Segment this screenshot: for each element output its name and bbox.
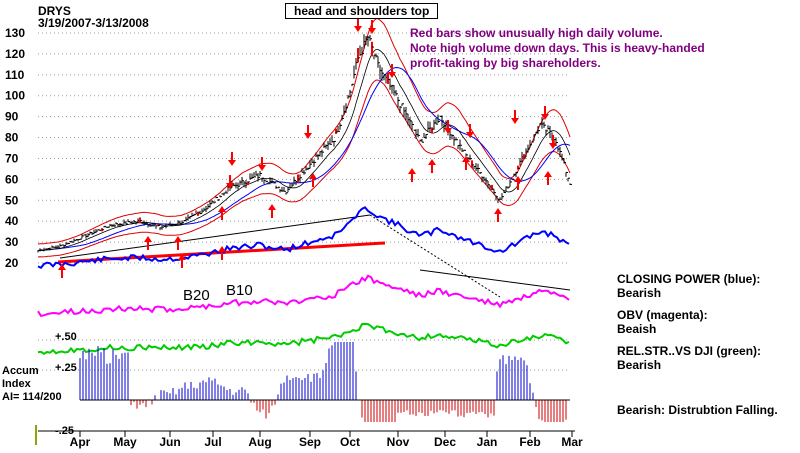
y-tick-label: 80 (5, 131, 19, 145)
y-axis-tick-labels: 130 120 110 100 90 80 70 60 50 40 30 20 (5, 26, 25, 270)
high-volume-up-arrowhead (218, 206, 226, 212)
lower-band-line (37, 79, 571, 258)
upper-band-line (37, 18, 571, 245)
volume-note-line-3: profit-taking by big shareholders. (410, 56, 601, 70)
chart-ticker: DRYS (38, 4, 71, 18)
chart-date-range: 3/19/2007-3/13/2008 (38, 16, 149, 30)
accum-ai-value: AI= 114/200 (2, 391, 62, 403)
volume-note-line-1: Red bars show unusually high daily volum… (410, 26, 663, 40)
signal-b10-label: B10 (226, 282, 253, 299)
obv-line (37, 274, 570, 318)
high-volume-up-arrowhead (462, 156, 470, 162)
high-volume-up-arrowhead (218, 246, 226, 252)
obv-title: OBV (magenta): (617, 308, 708, 322)
accum-title-line1: Accum (2, 365, 39, 377)
high-volume-down-arrowhead (444, 128, 452, 134)
price-bars (37, 34, 572, 253)
closing-power-status: Bearish (617, 286, 662, 300)
y-tick-label: 130 (5, 26, 25, 40)
x-axis: Apr May Jun Jul Aug Sep Oct Nov Dec Jan Feb Mar (35, 425, 583, 449)
accum-tick-pos25: +.25 (55, 362, 77, 374)
accum-title-line2: Index (2, 378, 31, 390)
y-tick-label: 50 (5, 193, 19, 207)
high-volume-down-arrowhead (511, 118, 519, 124)
volume-arrows (58, 18, 557, 278)
cp-resistance-line (419, 269, 571, 291)
short-average-line (37, 49, 571, 251)
rel-strength-line (37, 322, 570, 355)
high-volume-up-arrowhead (514, 176, 522, 182)
high-volume-up-arrowhead (408, 168, 416, 174)
high-volume-down-arrowhead (466, 132, 474, 138)
high-volume-up-arrowhead (494, 208, 502, 214)
signal-b20-label: B20 (183, 287, 210, 304)
high-volume-up-arrowhead (174, 236, 182, 242)
x-tick-label: Jul (204, 435, 221, 449)
high-volume-up-arrowhead (58, 264, 66, 270)
x-tick-label: Aug (248, 435, 271, 449)
x-tick-label: Jan (477, 435, 498, 449)
x-tick-label: Sep (299, 435, 321, 449)
high-volume-down-arrowhead (388, 72, 396, 78)
cp-support-line (59, 214, 371, 259)
y-tick-label: 120 (5, 47, 25, 61)
price-bands (37, 18, 571, 258)
x-tick-label: Dec (434, 435, 456, 449)
accum-tick-neg25: -.25 (55, 425, 74, 437)
high-volume-up-arrowhead (428, 159, 436, 165)
high-volume-down-arrowhead (304, 133, 312, 139)
high-volume-down-arrowhead (368, 28, 376, 34)
x-tick-label: Apr (70, 435, 91, 449)
high-volume-up-arrowhead (309, 173, 317, 179)
indicator-lines (37, 206, 571, 355)
closing-power-line (37, 206, 570, 270)
y-tick-label: 60 (5, 172, 19, 186)
y-tick-label: 100 (5, 89, 25, 103)
accum-index-histogram (79, 342, 570, 422)
y-tick-label: 40 (5, 214, 19, 228)
y-tick-label: 30 (5, 235, 19, 249)
high-volume-down-arrowhead (258, 165, 266, 171)
chart-gridlines (38, 32, 570, 371)
high-volume-down-arrowhead (226, 183, 234, 189)
rel-strength-status: Bearish (617, 358, 662, 372)
volume-note-line-2: Note high volume down days. This is heav… (410, 41, 705, 55)
high-volume-up-arrowhead (144, 236, 152, 242)
cp-downtrend-line (369, 214, 501, 298)
x-tick-label: May (113, 435, 137, 449)
high-volume-down-arrowhead (541, 114, 549, 120)
rel-strength-title: REL.STR..VS DJI (green): (617, 344, 762, 358)
closing-power-title: CLOSING POWER (blue): (617, 272, 761, 286)
y-tick-label: 90 (5, 110, 19, 124)
high-volume-down-arrowhead (228, 160, 236, 166)
high-volume-down-arrowhead (549, 143, 557, 149)
x-tick-label: Mar (561, 435, 583, 449)
obv-status: Beaish (617, 322, 657, 336)
high-volume-up-arrowhead (178, 254, 186, 260)
y-tick-label: 110 (5, 68, 25, 82)
x-tick-label: Feb (519, 435, 540, 449)
pattern-label-box: head and shoulders top (285, 3, 439, 19)
high-volume-up-arrowhead (268, 204, 276, 210)
x-tick-label: Oct (340, 435, 360, 449)
y-tick-label: 20 (5, 256, 19, 270)
x-tick-label: Nov (387, 435, 410, 449)
accum-tick-pos50: +.50 (55, 331, 77, 343)
high-volume-down-arrowhead (354, 26, 362, 32)
accum-summary-note: Bearish: Distrubtion Falling. (617, 403, 778, 417)
y-tick-label: 70 (5, 151, 19, 165)
x-tick-label: Jun (159, 435, 180, 449)
high-volume-up-arrowhead (544, 171, 552, 177)
